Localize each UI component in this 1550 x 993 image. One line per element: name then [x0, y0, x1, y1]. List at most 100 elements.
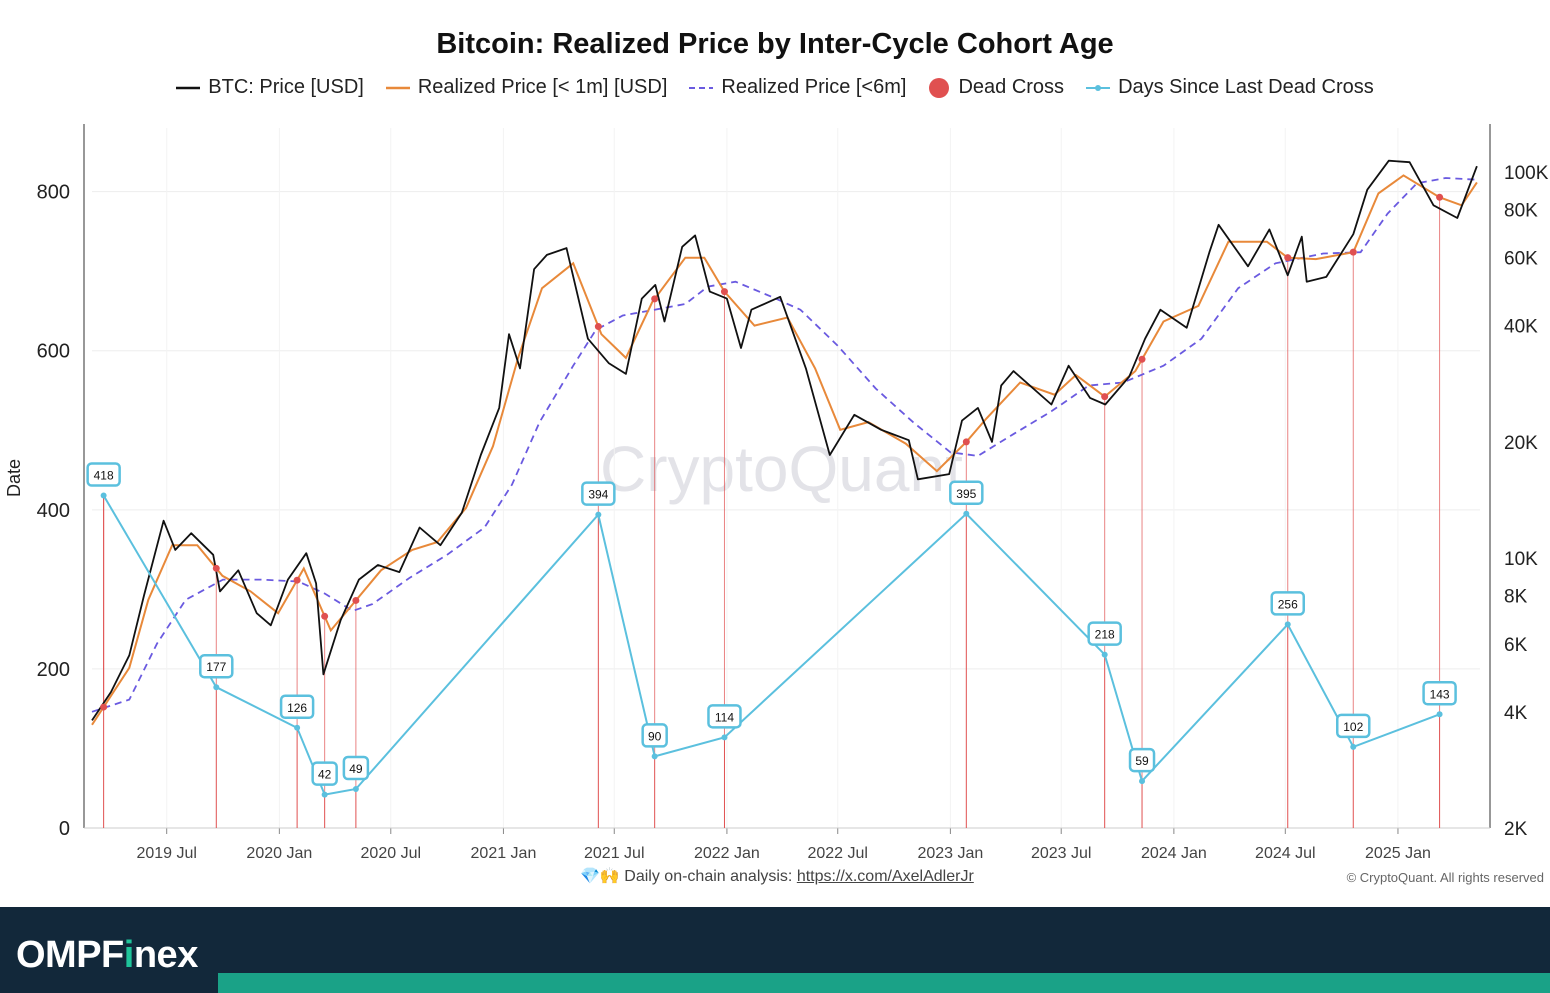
days-label-box	[581, 481, 616, 506]
days-label-box	[86, 462, 121, 487]
x-tick-label: 2023 Jul	[1031, 845, 1092, 862]
legend-label-dead-cross: Dead Cross	[958, 76, 1065, 98]
days-label-box	[1422, 681, 1457, 706]
legend-swatch-days-since	[1086, 84, 1111, 91]
dead-cross-dot	[1349, 248, 1357, 256]
days-since-point	[651, 753, 658, 760]
legend-label-realized-6m: Realized Price [<6m]	[721, 76, 907, 98]
y-right-tick-label: 6K	[1504, 635, 1528, 656]
dead-cross-dot	[212, 564, 220, 572]
dead-cross-dot	[100, 703, 108, 711]
days-since-point	[963, 510, 970, 517]
days-since-point	[321, 791, 328, 798]
days-since-point	[1139, 778, 1146, 785]
dead-cross-dot	[1138, 355, 1146, 363]
days-label: 114	[715, 710, 734, 724]
y-right-tick-label: 2K	[1504, 819, 1528, 840]
dead-cross-dot	[1436, 193, 1444, 201]
chart-title: Bitcoin: Realized Price by Inter-Cycle C…	[436, 28, 1114, 60]
days-label-box	[199, 653, 234, 679]
legend-swatch-btc-price	[176, 86, 201, 89]
days-label: 42	[318, 768, 332, 782]
dead-cross-dot	[352, 596, 360, 604]
days-label: 59	[1135, 754, 1149, 768]
y-left-tick-label: 200	[37, 659, 70, 681]
markers	[100, 193, 1444, 798]
x-tick-label: 2019 Jul	[136, 845, 197, 862]
legend-swatch-dead-cross	[929, 77, 950, 98]
x-tick-label: 2024 Jan	[1141, 845, 1207, 862]
series-realized-6m	[91, 177, 1477, 713]
y-left-tick-label: 600	[37, 341, 70, 363]
days-label-box	[311, 761, 338, 786]
x-tick-label: 2025 Jan	[1365, 845, 1431, 862]
days-label: 126	[287, 701, 307, 715]
days-since-point	[1101, 651, 1108, 658]
dead-cross-dot	[962, 438, 970, 446]
days-label-box	[949, 480, 984, 506]
x-tick-label: 2022 Jan	[694, 845, 760, 862]
brand-accent-strip	[218, 973, 1550, 993]
days-label: 218	[1095, 628, 1115, 642]
x-tick-label: 2021 Jan	[471, 845, 537, 862]
brand-logo: OMPFinex	[16, 934, 198, 976]
x-tick-label: 2020 Jul	[361, 845, 422, 862]
legend-item-days-since[interactable]: Days Since Last Dead Cross	[1086, 76, 1374, 99]
dead-cross-dot	[1284, 254, 1292, 262]
dead-cross-dot	[321, 612, 329, 620]
legend-swatch-realized-1m	[385, 86, 410, 89]
x-tick-label: 2020 Jan	[246, 845, 312, 862]
days-label: 256	[1278, 597, 1298, 611]
data-labels: 418 177 126 42 49 394 90 114 395 218 59 256 102 143	[86, 462, 1457, 786]
days-since-point	[1350, 743, 1357, 750]
legend-item-dead-cross[interactable]: Dead Cross	[928, 76, 1064, 99]
y-right-tick-label: 60K	[1504, 249, 1538, 270]
y-right-tick-label: 20K	[1504, 433, 1538, 454]
y-left-axis-label: Date	[4, 459, 24, 497]
legend: BTC: Price [USD] Realized Price [< 1m] […	[0, 76, 1550, 99]
dead-cross-dot	[1101, 393, 1109, 401]
days-label-box	[342, 755, 370, 781]
y-left-tick-label: 400	[37, 500, 70, 522]
legend-label-realized-1m: Realized Price [< 1m] [USD]	[417, 76, 668, 98]
footer-link[interactable]: https://x.com/AxelAdlerJr	[796, 868, 974, 885]
series-btc-price	[91, 159, 1478, 721]
y-right-tick-label: 80K	[1504, 200, 1538, 221]
legend-label-btc-price: BTC: Price [USD]	[208, 76, 364, 98]
days-label: 418	[94, 469, 114, 483]
series-days-since	[102, 494, 1440, 796]
dead-cross-dot	[720, 288, 728, 296]
footer-note: 💎🙌 Daily on-chain analysis: https://x.co…	[580, 866, 974, 886]
days-since-point	[213, 684, 220, 691]
days-label-box	[1087, 621, 1122, 646]
days-since-point	[721, 734, 728, 741]
days-since-point	[294, 724, 301, 731]
legend-swatch-realized-6m	[689, 86, 714, 89]
days-since-point	[352, 786, 359, 793]
diamond-hands-icon: 💎🙌	[580, 868, 620, 885]
legend-item-realized-6m[interactable]: Realized Price [<6m]	[689, 76, 906, 99]
days-label-box	[1336, 713, 1371, 739]
dead-cross-dot	[594, 323, 602, 331]
days-label: 395	[956, 487, 976, 501]
copyright: © CryptoQuant. All rights reserved	[1346, 870, 1544, 885]
days-label: 177	[206, 660, 226, 674]
x-tick-label: 2021 Jul	[584, 845, 645, 862]
dead-cross-dot	[293, 576, 301, 584]
days-label-box	[1128, 747, 1156, 773]
legend-item-btc-price[interactable]: BTC: Price [USD]	[176, 76, 364, 99]
series-lines	[91, 159, 1478, 796]
x-tick-label: 2024 Jul	[1255, 845, 1316, 862]
days-label: 143	[1430, 687, 1450, 701]
legend-label-days-since: Days Since Last Dead Cross	[1118, 76, 1374, 98]
days-label-box	[641, 723, 668, 748]
days-label-box	[1270, 591, 1305, 616]
chart-plot: 0 200 400 600 800 2K 4K 6K 8K 10K 20K 40K 60K 80K 100K…	[4, 124, 1549, 862]
y-right-tick-label: 10K	[1504, 549, 1538, 570]
footer-note-prefix: Daily on-chain analysis:	[624, 868, 797, 885]
days-label: 102	[1343, 720, 1363, 734]
legend-item-realized-1m[interactable]: Realized Price [< 1m] [USD]	[385, 76, 668, 99]
days-since-point	[100, 492, 107, 499]
y-left-tick-label: 800	[37, 182, 70, 204]
y-left-tick-label: 0	[59, 818, 70, 840]
